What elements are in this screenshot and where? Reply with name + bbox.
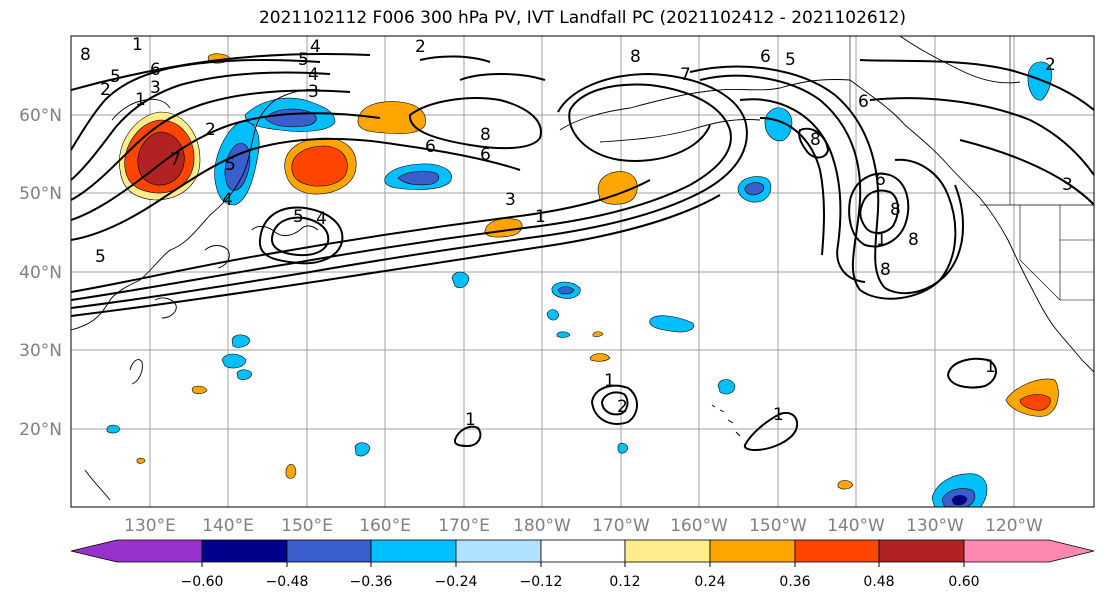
- contour-label: 6: [875, 170, 886, 190]
- contour-label: 6: [858, 92, 869, 112]
- colorbar-tick-label: 0.60: [948, 574, 979, 590]
- contour-label: 7: [170, 150, 181, 170]
- contour-label: 5: [225, 155, 236, 175]
- contour-label: 1: [876, 230, 887, 250]
- lat-label: 40°N: [19, 263, 62, 283]
- contour-label: 1: [773, 405, 784, 425]
- colorbar-tick-label: 0.36: [779, 574, 810, 590]
- colorbar-tick-label: −0.12: [520, 574, 563, 590]
- contour-label: 3: [1062, 175, 1073, 195]
- lat-label: 30°N: [19, 341, 62, 361]
- colorbar-swatch: [878, 539, 965, 563]
- map-border: [70, 35, 1095, 508]
- colorbar-tick-label: −0.48: [266, 574, 309, 590]
- lon-label: 160°W: [670, 516, 728, 536]
- contour-label: 2: [415, 37, 426, 57]
- contour-label: 5: [298, 50, 309, 70]
- lon-label: 150°W: [749, 516, 807, 536]
- colorbar-swatch: [286, 539, 372, 563]
- lat-label: 60°N: [19, 106, 62, 126]
- contour-label: 6: [480, 145, 491, 165]
- colorbar-tick-label: −0.36: [350, 574, 393, 590]
- colorbar-swatch: [70, 539, 203, 563]
- lat-label: 50°N: [19, 184, 62, 204]
- lon-label: 140°E: [202, 516, 254, 536]
- contour-label: 7: [680, 65, 691, 85]
- latitude-labels: 60°N 50°N 40°N 30°N 20°N: [19, 106, 62, 440]
- colorbar-labels: −0.60 −0.48 −0.36 −0.24 −0.12 0.12 0.24 …: [181, 574, 980, 590]
- colorbar-tick-label: −0.60: [181, 574, 224, 590]
- colorbar-swatch: [709, 539, 796, 563]
- colorbar-tick-label: 0.12: [609, 574, 640, 590]
- colorbar-swatch: [794, 539, 880, 563]
- contour-label: 6: [150, 60, 161, 80]
- colorbar-swatch: [963, 539, 1095, 563]
- contour-label: 8: [810, 130, 821, 150]
- contour-label: 1: [132, 35, 143, 55]
- contour-label: 1: [135, 90, 146, 110]
- colorbar-tick-label: 0.24: [694, 574, 725, 590]
- contour-label: 2: [100, 80, 111, 100]
- lat-label: 20°N: [19, 420, 62, 440]
- contour-label: 6: [425, 137, 436, 157]
- contour-label: 5: [785, 50, 796, 70]
- ivt-shading: [106, 53, 1059, 507]
- contour-label: 5: [110, 67, 121, 87]
- contour-label: 8: [890, 200, 901, 220]
- contour-label: 8: [908, 230, 919, 250]
- map-title: 2021102112 F006 300 hPa PV, IVT Landfall…: [258, 8, 906, 28]
- contour-label: 8: [630, 47, 641, 67]
- colorbar-swatch: [624, 539, 711, 563]
- contour-label: 4: [316, 209, 327, 229]
- lon-label: 160°E: [359, 516, 411, 536]
- lon-label: 130°W: [906, 516, 964, 536]
- contour-label: 8: [880, 260, 891, 280]
- contour-label: 8: [480, 125, 491, 145]
- colorbar-tick-label: 0.48: [863, 574, 894, 590]
- lon-label: 150°E: [281, 516, 333, 536]
- pv-contours: [71, 53, 1094, 452]
- colorbar-swatch: [370, 539, 457, 563]
- lon-label: 170°W: [592, 516, 650, 536]
- lon-label: 130°E: [124, 516, 176, 536]
- contour-label: 5: [293, 207, 304, 227]
- contour-label: 4: [222, 190, 233, 210]
- lon-label: 170°E: [438, 516, 490, 536]
- colorbar-swatch: [540, 539, 626, 563]
- colorbar-ticks: [201, 562, 965, 567]
- colorbar: [70, 539, 1095, 563]
- contour-label: 1: [465, 410, 476, 430]
- pv-contour-labels: 8 1 5 6 3 2 4 5 4 3 2 8 7 6 1 6 2 8 7 6 …: [80, 35, 1073, 430]
- lon-label: 180°W: [513, 516, 571, 536]
- contour-label: 4: [308, 65, 319, 85]
- contour-label: 4: [310, 37, 321, 57]
- contour-label: 8: [80, 45, 91, 65]
- contour-label: 6: [760, 47, 771, 67]
- contour-label: 2: [1045, 55, 1056, 75]
- colorbar-swatch: [201, 539, 288, 563]
- contour-label: 1: [604, 371, 615, 391]
- contour-label: 2: [617, 397, 628, 417]
- contour-label: 2: [205, 120, 216, 140]
- lon-label: 140°W: [827, 516, 885, 536]
- contour-label: 1: [535, 207, 546, 227]
- contour-label: 3: [308, 82, 319, 102]
- longitude-labels: 130°E 140°E 150°E 160°E 170°E 180°W 170°…: [124, 516, 1043, 536]
- contour-label: 3: [150, 78, 161, 98]
- colorbar-tick-label: −0.24: [435, 574, 478, 590]
- colorbar-swatch: [455, 539, 542, 563]
- lon-label: 120°W: [985, 516, 1043, 536]
- contour-label: 1: [985, 357, 996, 377]
- contour-label: 3: [505, 190, 516, 210]
- contour-label: 5: [95, 247, 106, 267]
